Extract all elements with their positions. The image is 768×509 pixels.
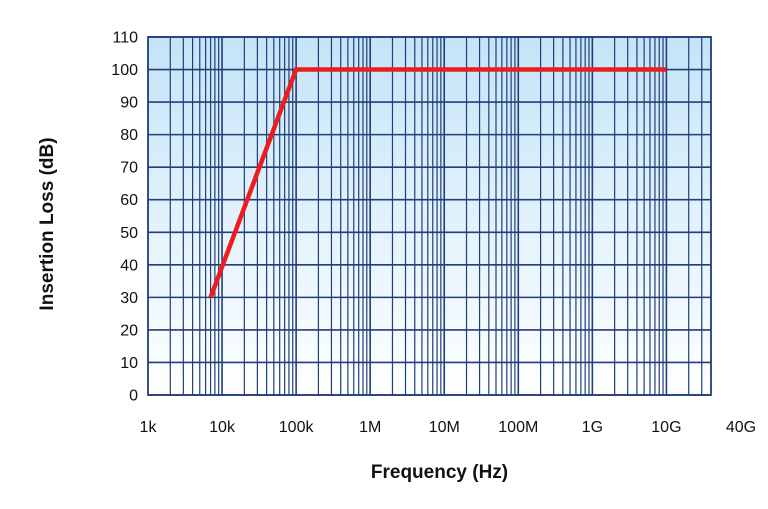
x-tick-label: 10M — [429, 419, 460, 436]
x-tick-label: 10G — [651, 419, 681, 436]
y-tick-label: 60 — [120, 192, 138, 209]
y-tick-label: 0 — [129, 388, 138, 405]
y-tick-label: 100 — [111, 62, 138, 79]
grid-minor — [169, 37, 703, 395]
y-tick-label: 90 — [120, 95, 138, 112]
y-tick-label: 110 — [112, 30, 138, 47]
x-tick-label: 1G — [582, 419, 603, 436]
y-tick-label: 80 — [120, 127, 138, 144]
x-tick-labels: 1k 10k 100k 1M 10M 100M 1G 10G 40G — [140, 419, 757, 436]
y-tick-label: 30 — [120, 290, 138, 307]
y-tick-label: 20 — [120, 322, 138, 339]
x-tick-label: 1M — [359, 419, 381, 436]
series-layer — [208, 67, 667, 299]
x-tick-label: 10k — [209, 419, 236, 436]
y-tick-label: 70 — [120, 160, 138, 177]
x-tick-label: 40G — [726, 419, 756, 436]
plot-frame — [147, 36, 712, 396]
y-tick-label: 40 — [120, 257, 138, 274]
x-tick-label: 100M — [498, 419, 538, 436]
y-tick-label: 10 — [120, 355, 138, 372]
series-line — [208, 67, 667, 299]
x-tick-label: 100k — [279, 419, 315, 436]
x-axis-title: Frequency (Hz) — [371, 462, 508, 483]
y-axis-title: Insertion Loss (dB) — [37, 137, 58, 310]
y-tick-labels: 0 10 20 30 40 50 60 70 80 90 100 110 — [111, 30, 138, 405]
x-tick-label: 1k — [140, 419, 158, 436]
y-tick-label: 50 — [120, 225, 138, 242]
plot-area — [148, 37, 711, 395]
